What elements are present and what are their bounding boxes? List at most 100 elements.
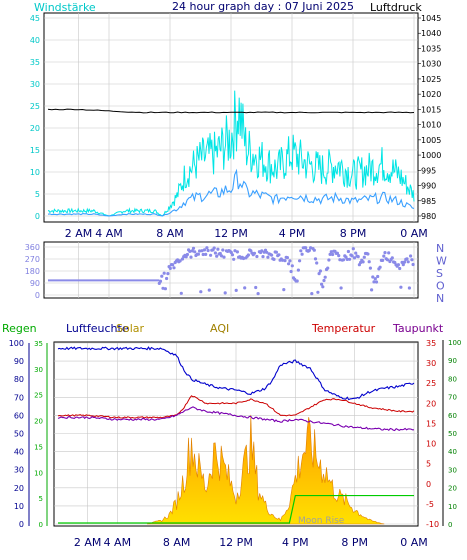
- direction-point: [368, 266, 372, 270]
- direction-point: [401, 263, 405, 267]
- direction-point: [322, 278, 326, 283]
- direction-point: [387, 251, 391, 255]
- direction-point: [196, 252, 200, 256]
- direction-point: [382, 254, 386, 258]
- direction-point: [168, 266, 172, 270]
- x-tick-label: 4 PM: [279, 227, 306, 240]
- temperature-tick-label: 10: [426, 440, 436, 449]
- direction-point: [321, 285, 325, 289]
- direction-point: [270, 253, 274, 257]
- pressure-tick-label: 1025: [421, 75, 441, 84]
- direction-point: [373, 277, 377, 281]
- direction-point: [410, 258, 414, 262]
- direction-point: [256, 292, 260, 296]
- pressure-tick-label: 1030: [421, 60, 441, 69]
- wind-tick-label: 35: [30, 58, 40, 67]
- direction-point: [180, 257, 185, 261]
- direction-point: [285, 256, 289, 260]
- x-tick-label: 2 AM: [65, 227, 93, 240]
- direction-point: [367, 260, 371, 264]
- direction-point: [326, 266, 330, 270]
- wind-tick-label: 0: [35, 212, 40, 221]
- direction-point: [366, 252, 370, 256]
- direction-point: [352, 256, 357, 260]
- pressure-tick-label: 980: [421, 212, 436, 221]
- direction-point: [331, 252, 335, 257]
- direction-point: [277, 253, 281, 257]
- direction-point: [289, 269, 293, 274]
- solar-tick-label: 0: [448, 521, 452, 529]
- pressure-tick-label: 1045: [421, 14, 441, 23]
- solar-tick-label: 20: [448, 485, 457, 493]
- direction-point: [362, 255, 366, 259]
- wind-tick-label: 25: [30, 102, 40, 111]
- pressure-tick-label: 995: [421, 166, 436, 175]
- direction-point: [374, 280, 379, 284]
- solar-tick-label: 80: [448, 375, 457, 383]
- moon-rise-label: Moon Rise: [298, 516, 345, 526]
- direction-point: [161, 286, 165, 290]
- humidity-tick-label: 10: [14, 502, 24, 511]
- humidity-tick-label: 60: [14, 411, 24, 420]
- direction-point: [304, 246, 308, 250]
- pressure-tick-label: 1010: [421, 121, 441, 130]
- pressure-tick-label: 1040: [421, 29, 441, 38]
- x-tick-label: 4 AM: [104, 536, 132, 549]
- time-axes: 2 AM 4 AM 8 AM 12 PM 4 PM 8 PM 0 AM2 AM 4 AM 8 A…: [65, 227, 428, 549]
- solar-tick-label: 100: [448, 339, 461, 347]
- x-tick-label: 8 PM: [340, 227, 367, 240]
- aqi-label: AQI: [210, 322, 229, 335]
- direction-point: [315, 261, 319, 265]
- direction-point: [376, 274, 380, 279]
- taupunkt-label: Taupunkt: [392, 322, 444, 335]
- pressure-tick-label: 1035: [421, 44, 441, 53]
- x-tick-label: 12 PM: [214, 227, 248, 240]
- direction-point: [351, 247, 355, 251]
- direction-point: [191, 246, 196, 250]
- direction-point: [199, 290, 203, 294]
- direction-point: [299, 249, 303, 253]
- direction-point: [372, 280, 376, 284]
- direction-point: [307, 248, 311, 252]
- direction-point: [327, 258, 331, 262]
- direction-point: [213, 251, 217, 255]
- direction-point: [205, 246, 209, 250]
- direction-point: [235, 250, 239, 254]
- direction-point: [206, 248, 210, 253]
- humidity-tick-label: 80: [14, 375, 24, 384]
- temperature-humidity-chart: 1009080706050403020100353025201510503530…: [9, 339, 462, 529]
- direction-point: [223, 291, 227, 295]
- wind-tick-label: 45: [30, 14, 40, 23]
- direction-point: [385, 258, 390, 262]
- direction-point: [350, 254, 354, 258]
- direction-point: [163, 287, 167, 291]
- direction-point: [178, 259, 182, 263]
- temperature-tick-label: 15: [426, 419, 436, 428]
- wind-tick-label: 40: [30, 36, 40, 45]
- direction-point: [381, 258, 385, 262]
- direction-point: [280, 258, 285, 262]
- direction-point: [172, 266, 176, 270]
- direction-point: [272, 257, 276, 261]
- direction-point: [354, 251, 358, 255]
- direction-point: [185, 252, 189, 257]
- wind-tick-label: 15: [30, 146, 40, 155]
- direction-point: [204, 252, 208, 256]
- direction-point: [339, 286, 343, 290]
- direction-point: [402, 260, 407, 264]
- direction-point: [233, 249, 237, 253]
- direction-point: [329, 250, 333, 254]
- compass-label: W: [436, 255, 447, 268]
- direction-point: [190, 249, 194, 253]
- direction-point: [222, 255, 226, 259]
- direction-point: [282, 288, 286, 292]
- direction-point: [166, 272, 170, 276]
- direction-point: [328, 252, 332, 256]
- pressure-tick-label: 985: [421, 197, 436, 206]
- direction-point: [246, 253, 250, 257]
- direction-point: [346, 249, 350, 254]
- direction-point: [298, 259, 302, 263]
- x-tick-label: 2 AM: [74, 536, 102, 549]
- direction-point: [207, 288, 211, 292]
